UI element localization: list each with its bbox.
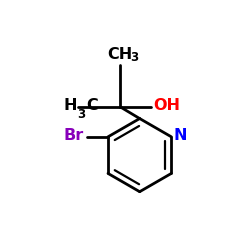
Text: 3: 3 xyxy=(130,51,138,64)
Text: 3: 3 xyxy=(77,108,86,121)
Text: C: C xyxy=(86,98,98,112)
Text: CH: CH xyxy=(107,47,132,62)
Text: Br: Br xyxy=(64,128,84,143)
Text: N: N xyxy=(173,128,187,144)
Text: OH: OH xyxy=(153,98,180,112)
Text: H: H xyxy=(64,98,77,112)
